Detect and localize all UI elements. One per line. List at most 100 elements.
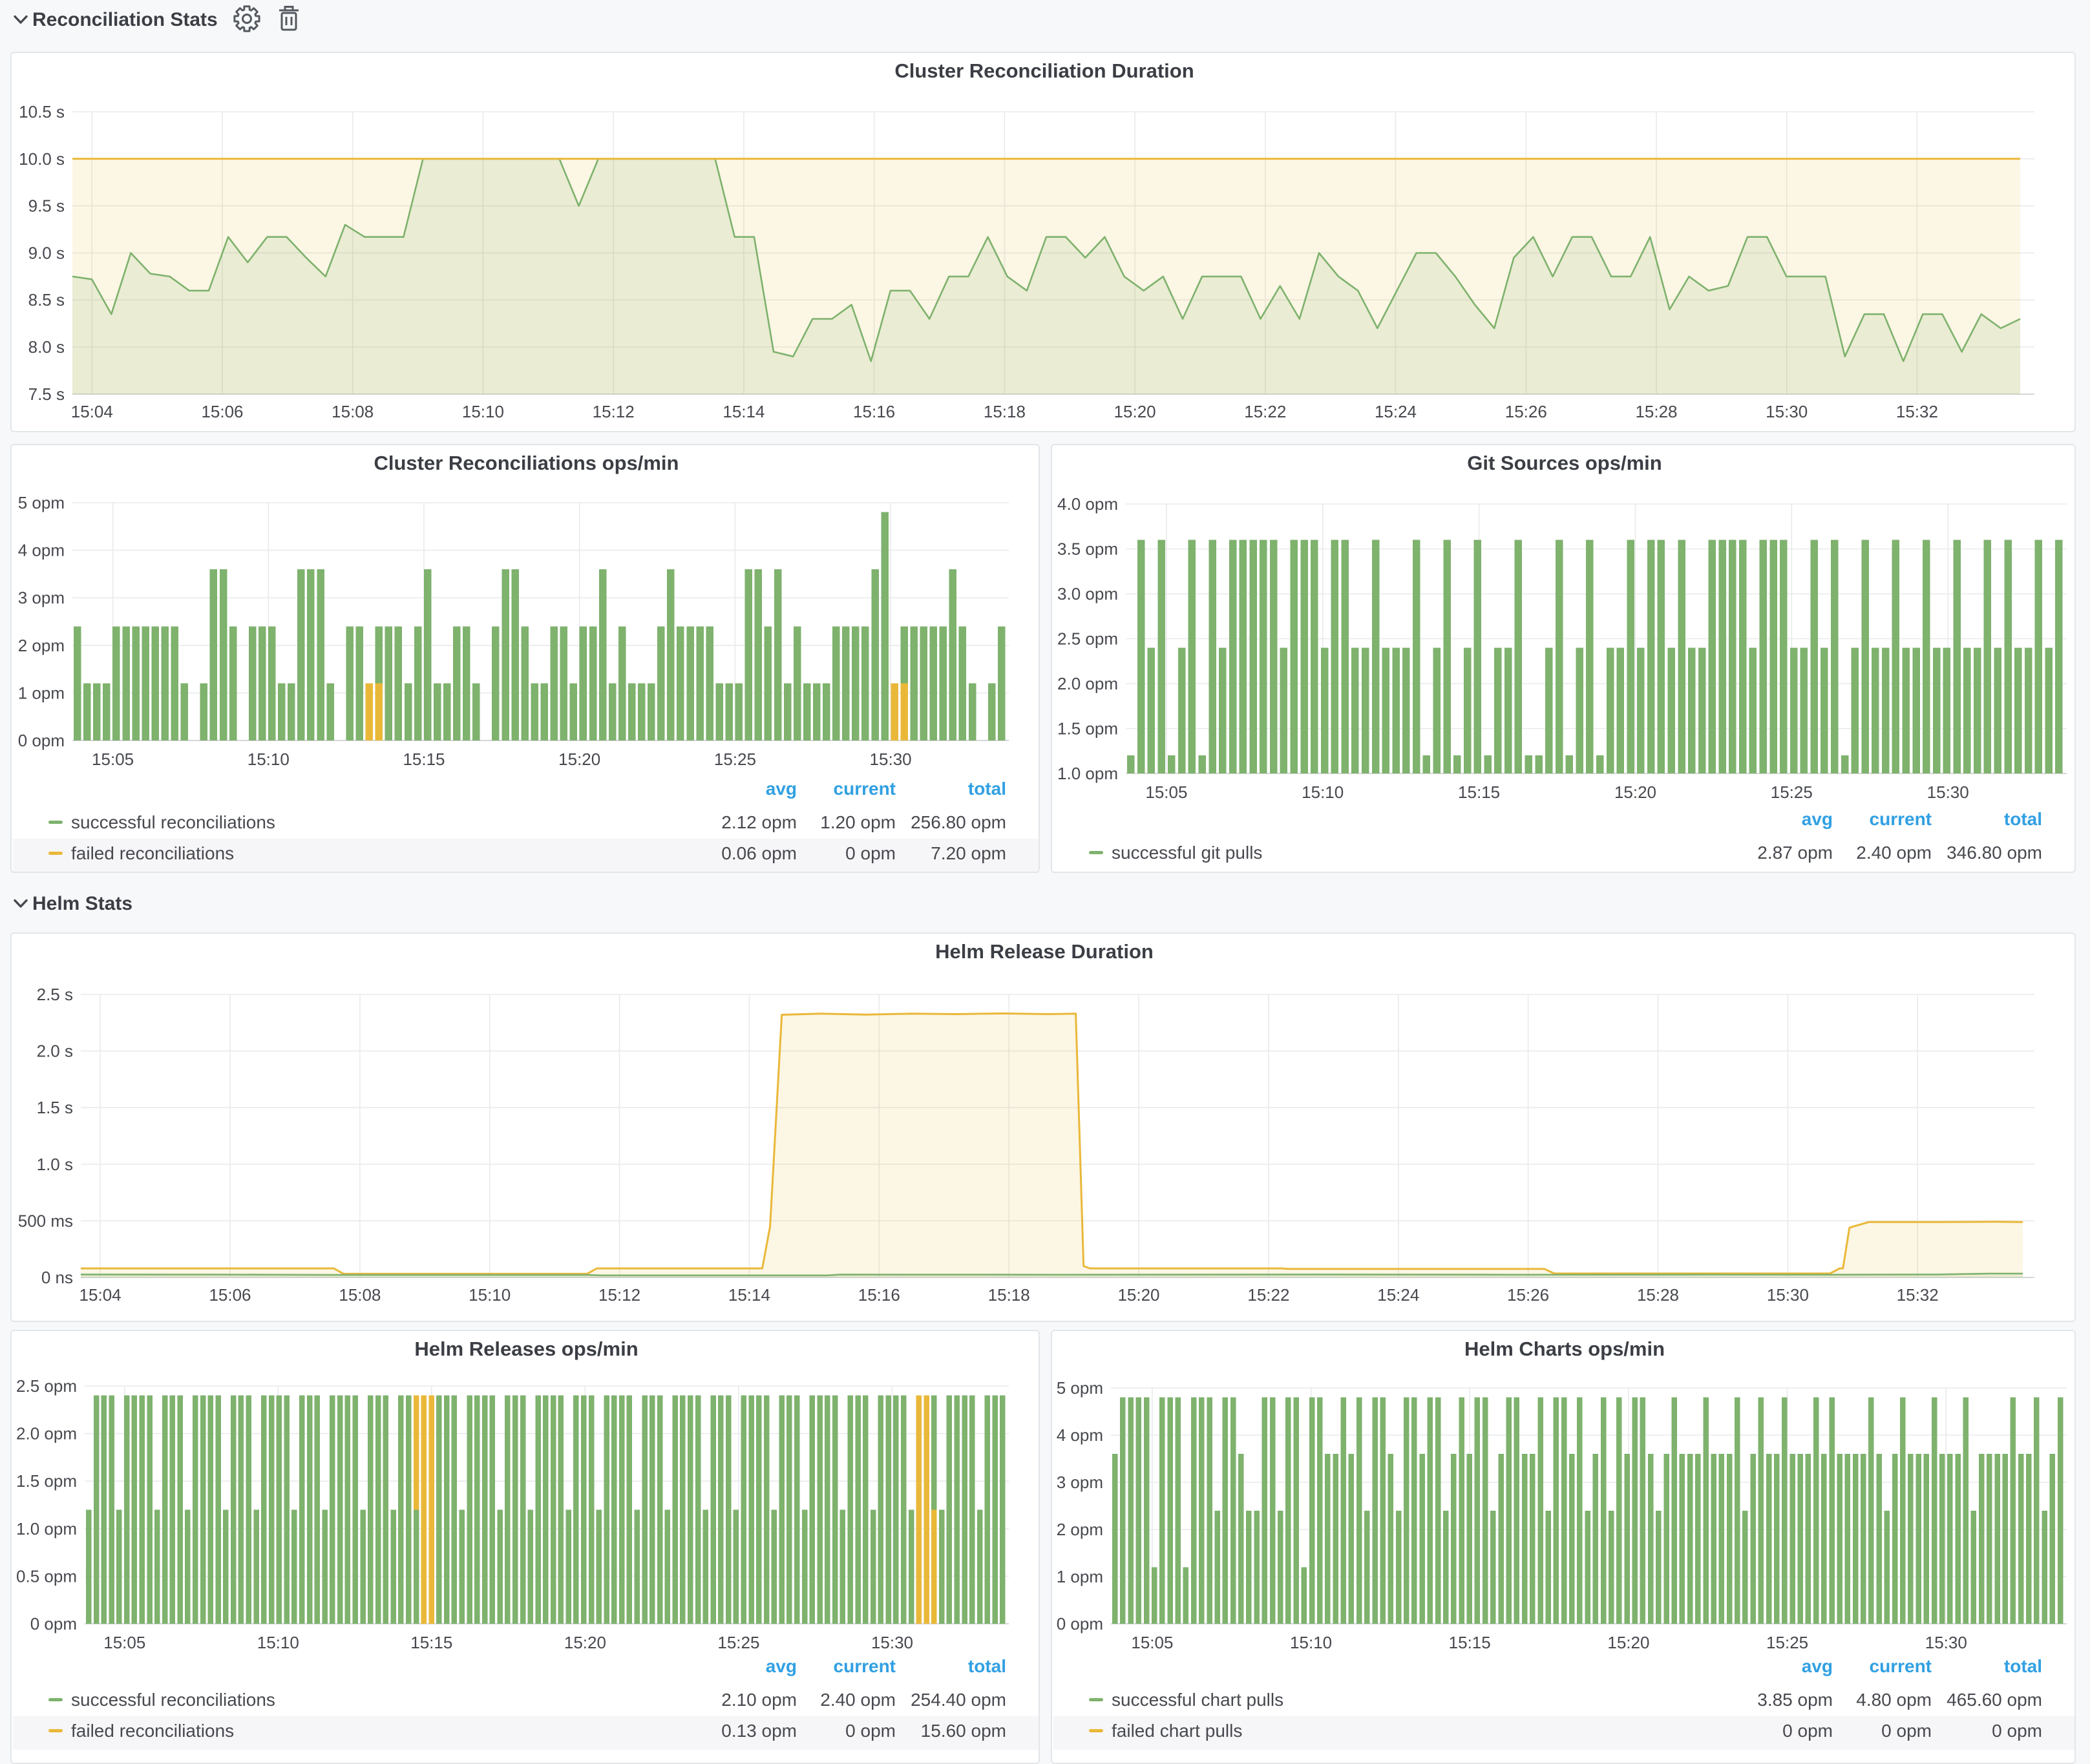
svg-text:0 opm: 0 opm — [1881, 1721, 1932, 1741]
svg-text:2.0 opm: 2.0 opm — [1057, 674, 1118, 693]
svg-text:0 opm: 0 opm — [1992, 1721, 2042, 1741]
svg-text:1 opm: 1 opm — [1057, 1567, 1103, 1586]
svg-text:Helm Release Duration: Helm Release Duration — [935, 940, 1154, 963]
svg-text:15:20: 15:20 — [1114, 402, 1156, 421]
svg-text:2.40 opm: 2.40 opm — [1856, 843, 1932, 863]
svg-text:15:15: 15:15 — [1449, 1633, 1491, 1652]
svg-text:15:06: 15:06 — [201, 402, 243, 421]
svg-text:15:26: 15:26 — [1507, 1285, 1549, 1305]
svg-text:15:15: 15:15 — [403, 750, 445, 769]
svg-text:15:22: 15:22 — [1244, 402, 1286, 421]
svg-text:4 opm: 4 opm — [1057, 1425, 1103, 1445]
svg-text:4.80 opm: 4.80 opm — [1856, 1690, 1932, 1710]
svg-text:total: total — [968, 779, 1006, 799]
svg-text:failed chart pulls: failed chart pulls — [1112, 1721, 1242, 1741]
svg-text:0 opm: 0 opm — [845, 1721, 896, 1741]
svg-text:1 opm: 1 opm — [18, 683, 65, 702]
svg-text:8.0 s: 8.0 s — [28, 337, 65, 357]
svg-text:15:04: 15:04 — [71, 402, 113, 421]
svg-text:2 opm: 2 opm — [1057, 1520, 1103, 1539]
svg-text:current: current — [834, 1656, 896, 1676]
svg-text:2.0 s: 2.0 s — [37, 1042, 73, 1061]
svg-text:Reconciliation Stats: Reconciliation Stats — [32, 9, 218, 30]
svg-text:15:25: 15:25 — [717, 1633, 759, 1652]
svg-text:3.85 opm: 3.85 opm — [1757, 1690, 1833, 1710]
svg-text:Helm Charts ops/min: Helm Charts ops/min — [1464, 1338, 1665, 1360]
svg-text:2.5 opm: 2.5 opm — [1057, 629, 1118, 649]
svg-text:15:05: 15:05 — [103, 1633, 145, 1652]
svg-text:15:20: 15:20 — [1117, 1285, 1159, 1305]
svg-text:15:30: 15:30 — [870, 750, 912, 769]
svg-text:2.10 opm: 2.10 opm — [721, 1690, 797, 1710]
svg-text:15:25: 15:25 — [714, 750, 756, 769]
svg-text:15:15: 15:15 — [1458, 782, 1500, 802]
svg-text:1.5 s: 1.5 s — [37, 1098, 73, 1117]
svg-text:346.80 opm: 346.80 opm — [1947, 843, 2042, 863]
svg-text:15:10: 15:10 — [248, 750, 290, 769]
svg-text:15:18: 15:18 — [988, 1285, 1030, 1305]
svg-text:15:22: 15:22 — [1247, 1285, 1289, 1305]
svg-text:1.20 opm: 1.20 opm — [820, 812, 896, 832]
svg-text:5 opm: 5 opm — [18, 493, 65, 512]
svg-text:Cluster Reconciliation Duratio: Cluster Reconciliation Duration — [894, 59, 1194, 82]
svg-text:successful chart pulls: successful chart pulls — [1112, 1690, 1283, 1710]
svg-text:15:16: 15:16 — [858, 1285, 900, 1305]
svg-text:15:08: 15:08 — [339, 1285, 381, 1305]
svg-text:Git Sources ops/min: Git Sources ops/min — [1467, 452, 1662, 474]
svg-text:0.06 opm: 0.06 opm — [721, 843, 797, 863]
svg-text:15:14: 15:14 — [723, 402, 765, 421]
svg-text:15.60 opm: 15.60 opm — [921, 1721, 1006, 1741]
svg-text:current: current — [1870, 1656, 1932, 1676]
svg-text:2.0 opm: 2.0 opm — [16, 1424, 77, 1444]
svg-text:15:05: 15:05 — [1145, 782, 1187, 802]
svg-text:successful git pulls: successful git pulls — [1112, 843, 1262, 863]
svg-text:4 opm: 4 opm — [18, 541, 65, 560]
svg-text:1.0 opm: 1.0 opm — [16, 1519, 77, 1538]
svg-text:avg: avg — [1802, 809, 1833, 829]
svg-text:avg: avg — [1802, 1656, 1833, 1676]
svg-text:7.20 opm: 7.20 opm — [931, 843, 1006, 863]
svg-text:15:32: 15:32 — [1897, 1285, 1939, 1305]
svg-text:15:20: 15:20 — [558, 750, 600, 769]
svg-text:3.5 opm: 3.5 opm — [1057, 540, 1118, 559]
svg-text:3 opm: 3 opm — [1057, 1473, 1103, 1492]
svg-text:0 opm: 0 opm — [1057, 1614, 1103, 1633]
svg-text:0.5 opm: 0.5 opm — [16, 1566, 77, 1586]
svg-text:15:18: 15:18 — [984, 402, 1026, 421]
svg-text:4.0 opm: 4.0 opm — [1057, 494, 1118, 514]
svg-text:15:20: 15:20 — [564, 1633, 606, 1652]
svg-text:15:20: 15:20 — [1607, 1633, 1649, 1652]
svg-text:15:24: 15:24 — [1377, 1285, 1419, 1305]
svg-text:5 opm: 5 opm — [1057, 1378, 1103, 1398]
svg-text:3 opm: 3 opm — [18, 588, 65, 607]
svg-text:0 opm: 0 opm — [30, 1614, 77, 1633]
svg-text:2.87 opm: 2.87 opm — [1757, 843, 1833, 863]
svg-text:avg: avg — [766, 1656, 797, 1676]
svg-text:10.5 s: 10.5 s — [19, 102, 65, 121]
svg-text:15:10: 15:10 — [469, 1285, 511, 1305]
svg-text:1.5 opm: 1.5 opm — [1057, 719, 1118, 739]
svg-text:15:25: 15:25 — [1771, 782, 1813, 802]
svg-text:Helm Releases ops/min: Helm Releases ops/min — [414, 1338, 638, 1360]
svg-text:15:28: 15:28 — [1635, 402, 1677, 421]
svg-text:avg: avg — [766, 779, 797, 799]
svg-text:current: current — [1870, 809, 1932, 829]
svg-text:9.5 s: 9.5 s — [28, 196, 65, 216]
svg-text:15:10: 15:10 — [257, 1633, 299, 1652]
svg-text:0 ns: 0 ns — [41, 1268, 73, 1287]
svg-text:15:10: 15:10 — [1302, 782, 1344, 802]
svg-text:total: total — [968, 1656, 1006, 1676]
svg-text:256.80 opm: 256.80 opm — [911, 812, 1006, 832]
svg-text:15:25: 15:25 — [1766, 1633, 1808, 1652]
svg-text:Cluster Reconciliations ops/mi: Cluster Reconciliations ops/min — [374, 452, 679, 474]
svg-text:7.5 s: 7.5 s — [28, 384, 65, 404]
svg-text:2.5 s: 2.5 s — [37, 985, 73, 1004]
svg-text:current: current — [834, 779, 896, 799]
svg-text:failed reconciliations: failed reconciliations — [71, 843, 234, 863]
svg-text:15:15: 15:15 — [410, 1633, 452, 1652]
svg-text:2.12 opm: 2.12 opm — [721, 812, 797, 832]
svg-text:total: total — [2004, 809, 2042, 829]
svg-text:1.0 s: 1.0 s — [37, 1155, 73, 1174]
svg-text:15:05: 15:05 — [92, 750, 134, 769]
svg-text:15:30: 15:30 — [871, 1633, 913, 1652]
